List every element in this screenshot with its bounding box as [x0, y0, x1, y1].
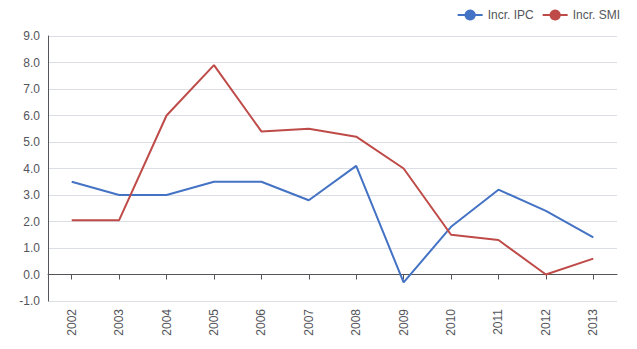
svg-text:5.0: 5.0: [23, 135, 40, 149]
svg-text:2006: 2006: [254, 309, 268, 336]
svg-text:7.0: 7.0: [23, 82, 40, 96]
svg-text:2004: 2004: [160, 309, 174, 336]
svg-text:2007: 2007: [302, 309, 316, 336]
svg-text:6.0: 6.0: [23, 109, 40, 123]
svg-text:8.0: 8.0: [23, 56, 40, 70]
svg-text:9.0: 9.0: [23, 29, 40, 43]
svg-text:2012: 2012: [539, 309, 553, 336]
svg-text:3.0: 3.0: [23, 188, 40, 202]
svg-text:2011: 2011: [491, 309, 505, 335]
svg-text:-1.0: -1.0: [19, 294, 40, 308]
svg-text:0.0: 0.0: [23, 268, 40, 282]
svg-text:2005: 2005: [207, 309, 221, 336]
svg-text:2013: 2013: [586, 309, 600, 336]
svg-text:2003: 2003: [112, 309, 126, 336]
svg-text:Incr. SMI: Incr. SMI: [573, 8, 620, 22]
svg-text:2010: 2010: [444, 309, 458, 336]
svg-text:Incr. IPC: Incr. IPC: [488, 8, 534, 22]
svg-text:4.0: 4.0: [23, 162, 40, 176]
svg-text:2008: 2008: [349, 309, 363, 336]
svg-text:2.0: 2.0: [23, 215, 40, 229]
svg-text:1.0: 1.0: [23, 241, 40, 255]
svg-text:2002: 2002: [65, 309, 79, 336]
svg-text:2009: 2009: [397, 309, 411, 336]
